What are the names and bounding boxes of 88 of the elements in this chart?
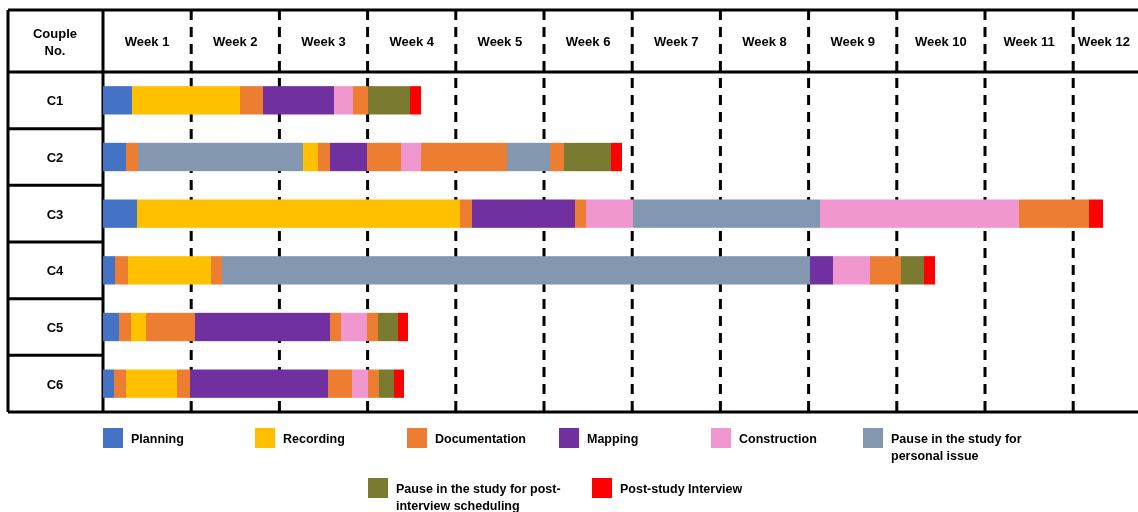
bar: [146, 312, 195, 342]
bar: [421, 142, 507, 172]
bar: [550, 142, 564, 172]
bar: [352, 369, 368, 398]
bar: [103, 369, 114, 398]
bar: [367, 312, 378, 342]
bar: [398, 312, 408, 342]
bar: [575, 199, 586, 228]
bar: [132, 86, 240, 115]
text: Week 12: [1078, 34, 1130, 49]
bar: [330, 312, 341, 342]
bar: [138, 142, 303, 172]
y-tick-label: C3: [46, 206, 64, 222]
bar: [211, 256, 222, 285]
text: Week 8: [742, 34, 787, 49]
bar: [833, 256, 870, 285]
bar: [901, 256, 924, 285]
y-tick-label: C5: [46, 320, 64, 335]
bar: [379, 369, 394, 398]
text: Week 9: [830, 34, 875, 49]
bar: [303, 142, 318, 172]
y-tick-label: C4: [46, 263, 65, 279]
bar: [378, 312, 398, 342]
bar: [137, 199, 460, 228]
bar: [924, 256, 935, 285]
bar: [820, 199, 1019, 228]
bar: [128, 256, 211, 285]
bar: [586, 199, 633, 228]
bar: [195, 312, 330, 342]
text: Week 10: [915, 34, 967, 49]
bar: [472, 199, 575, 228]
bar: [330, 142, 367, 172]
bar: [126, 369, 177, 398]
bar: [410, 86, 421, 115]
text: Week 5: [477, 34, 523, 49]
bar: [318, 142, 330, 172]
bar: [353, 86, 368, 115]
bar: [263, 86, 334, 115]
text: Week 1: [124, 34, 170, 49]
text: Week 3: [301, 34, 346, 49]
bar: [1019, 199, 1089, 228]
legend-label: Post-study Interview: [620, 482, 743, 496]
bar: [401, 142, 421, 172]
y-tick-label: C6: [46, 376, 64, 392]
y-tick-label: C1: [46, 93, 64, 109]
bar: [394, 369, 404, 398]
bar: [131, 312, 146, 342]
legend-label: Pause in the study for personal issue: [891, 432, 1022, 463]
bar: [633, 199, 820, 228]
text: Week 11: [1003, 34, 1055, 49]
legend-label: Mapping: [587, 432, 639, 446]
bar: [177, 369, 190, 398]
bar: [1089, 199, 1103, 228]
legend-label: Construction: [739, 432, 817, 446]
bar: [367, 142, 401, 172]
bar: [103, 142, 126, 172]
text: Week 4: [389, 34, 435, 49]
bar: [368, 86, 410, 115]
bar: [103, 256, 115, 285]
text: Week 6: [565, 34, 611, 49]
bar: [119, 312, 131, 342]
text: Week 7: [654, 34, 699, 49]
bar: [103, 312, 119, 342]
bar: [190, 369, 328, 398]
legend-label: Planning: [131, 432, 184, 446]
bar: [328, 369, 352, 398]
legend-label: Recording: [283, 432, 345, 446]
bar: [368, 369, 379, 398]
bar: [126, 142, 138, 172]
y-tick-label: C2: [46, 150, 64, 165]
text: Week 2: [213, 34, 258, 49]
bar: [870, 256, 901, 285]
bar: [507, 142, 550, 172]
legend-label: Documentation: [435, 432, 526, 446]
bar: [564, 142, 611, 172]
bar: [334, 86, 353, 115]
bar: [103, 86, 132, 115]
bar: [222, 256, 810, 285]
bar: [240, 86, 263, 115]
bar: [103, 199, 137, 228]
legend-label: Pause in the study for post-interview scheduling: [396, 482, 561, 512]
y-axis-title: Couple No.: [32, 25, 78, 58]
bar: [611, 142, 622, 172]
bar: [115, 256, 128, 285]
bar: [810, 256, 833, 285]
bar: [460, 199, 472, 228]
bar: [341, 312, 367, 342]
bar: [114, 369, 126, 398]
